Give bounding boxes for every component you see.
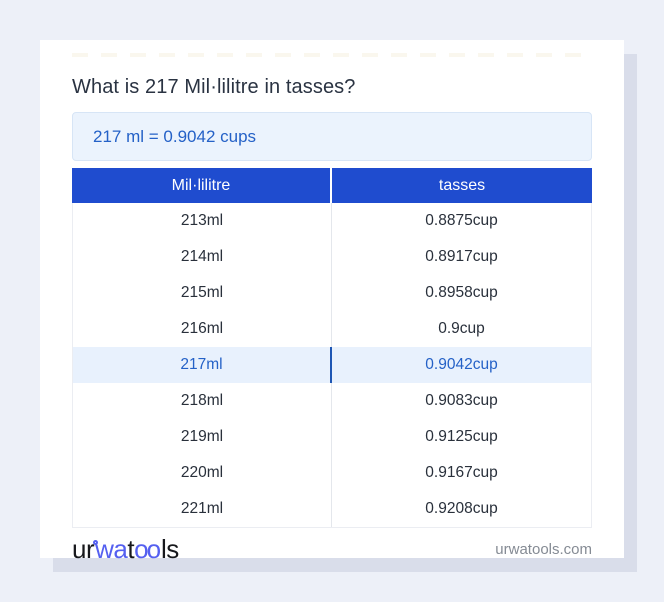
conversion-table: Mil·lilitre tasses 213ml 0.8875cup 214ml… — [72, 168, 592, 528]
table-row: 219ml 0.9125cup — [73, 419, 591, 455]
table-cell-millilitre: 217ml — [73, 347, 332, 383]
table-cell-millilitre: 218ml — [73, 383, 332, 419]
logo-ring-icon — [93, 539, 99, 545]
table-cell-tasses: 0.9125cup — [425, 428, 498, 445]
table-cell-tasses: 0.8917cup — [425, 248, 498, 265]
table-cell-tasses: 0.9208cup — [425, 500, 498, 517]
table-cell-millilitre: 221ml — [73, 491, 332, 527]
table-cell-millilitre: 220ml — [73, 455, 332, 491]
result-text: 217 ml = 0.9042 cups — [93, 127, 257, 146]
table-cell-millilitre: 215ml — [73, 275, 332, 311]
table-cell-millilitre: 219ml — [73, 419, 332, 455]
table-row: 218ml 0.9083cup — [73, 383, 591, 419]
table-cell-millilitre: 213ml — [73, 203, 332, 239]
table-cell-tasses: 0.8875cup — [425, 212, 498, 229]
table-row: 216ml 0.9cup — [73, 311, 591, 347]
logo-text-suffix: ls — [161, 533, 179, 564]
table-row: 220ml 0.9167cup — [73, 455, 591, 491]
result-box: 217 ml = 0.9042 cups — [72, 112, 592, 161]
decorative-dashes — [72, 53, 592, 57]
table-cell-tasses: 0.9042cup — [425, 356, 498, 373]
page-title: What is 217 Mil·lilitre in tasses? — [72, 76, 356, 98]
table-row: 213ml 0.8875cup — [73, 203, 591, 239]
card-footer: urwatools urwatools.com — [72, 533, 592, 565]
table-header-row: Mil·lilitre tasses — [72, 168, 592, 203]
table-body: 213ml 0.8875cup 214ml 0.8917cup 215ml 0.… — [73, 203, 591, 527]
table-header-tasses: tasses — [438, 177, 486, 194]
conversion-card: What is 217 Mil·lilitre in tasses? 217 m… — [40, 40, 624, 564]
table-cell-tasses: 0.9cup — [438, 320, 485, 337]
table-cell-tasses: 0.8958cup — [425, 284, 498, 301]
site-domain-text: urwatools.com — [495, 540, 592, 558]
table-header-millilitre: Mil·lilitre — [72, 168, 332, 203]
logo-text-prefix: ur — [72, 533, 95, 564]
table-cell-millilitre: 216ml — [73, 311, 332, 347]
table-cell-tasses: 0.9083cup — [425, 392, 498, 409]
logo-text-accent1: wa — [95, 533, 128, 564]
logo-text-mid: t — [127, 533, 135, 564]
table-row: 215ml 0.8958cup — [73, 275, 591, 311]
urwatools-logo[interactable]: urwatools — [72, 534, 179, 565]
table-cell-millilitre: 214ml — [73, 239, 332, 275]
table-cell-tasses: 0.9167cup — [425, 464, 498, 481]
table-row: 214ml 0.8917cup — [73, 239, 591, 275]
logo-glasses-icon: oo — [134, 533, 161, 564]
table-row: 221ml 0.9208cup — [73, 491, 591, 527]
table-row: 217ml 0.9042cup — [73, 347, 591, 383]
